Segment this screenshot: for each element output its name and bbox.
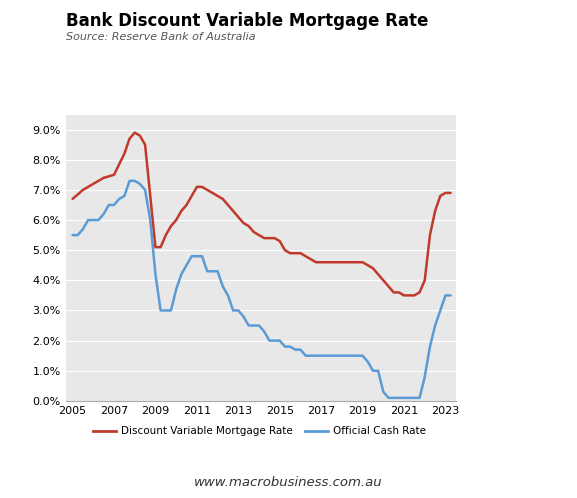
Legend: Discount Variable Mortgage Rate, Official Cash Rate: Discount Variable Mortgage Rate, Officia… <box>89 422 430 441</box>
Text: Bank Discount Variable Mortgage Rate: Bank Discount Variable Mortgage Rate <box>66 12 429 30</box>
Text: BUSINESS: BUSINESS <box>477 52 547 65</box>
Text: Source: Reserve Bank of Australia: Source: Reserve Bank of Australia <box>66 32 256 42</box>
Text: www.macrobusiness.com.au: www.macrobusiness.com.au <box>194 476 383 489</box>
Text: MACRO: MACRO <box>482 24 542 39</box>
